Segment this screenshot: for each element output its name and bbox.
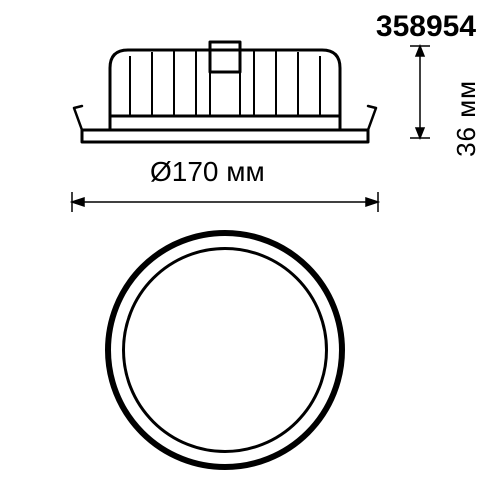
side-elevation [70, 38, 380, 148]
width-dimension-svg [70, 192, 380, 212]
side-elevation-svg [70, 38, 380, 148]
width-dimension [70, 192, 380, 212]
product-code: 358954 [376, 10, 476, 44]
height-dimension-svg [410, 44, 430, 140]
front-view-inner-ring [122, 247, 328, 453]
height-dimension [410, 44, 430, 140]
diagram-stage: 358954 [0, 0, 500, 500]
diameter-label: Ø170 мм [150, 156, 265, 188]
height-label: 36 мм [451, 80, 482, 157]
